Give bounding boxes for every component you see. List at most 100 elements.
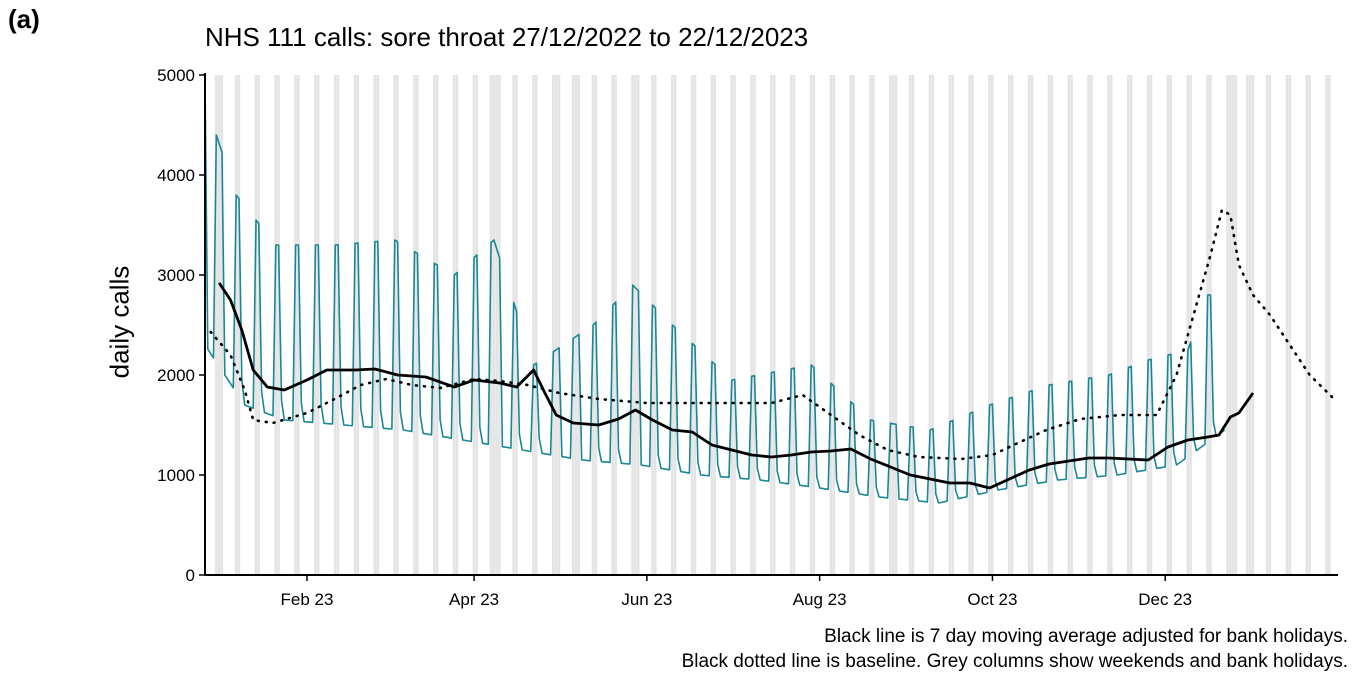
weekend-column bbox=[1228, 75, 1232, 575]
weekend-column bbox=[254, 75, 258, 575]
weekend-column bbox=[554, 75, 558, 575]
weekend-column bbox=[314, 75, 317, 575]
weekend-column bbox=[1107, 75, 1110, 575]
weekend-column bbox=[1070, 75, 1073, 575]
weekend-column bbox=[792, 75, 796, 575]
weekend-column bbox=[1285, 75, 1289, 575]
weekend-column bbox=[495, 75, 498, 575]
weekend-column bbox=[1047, 75, 1051, 575]
weekend-column bbox=[498, 75, 501, 575]
weekend-column bbox=[492, 75, 496, 575]
axes: 0 1000 2000 3000 4000 5000 Feb 23 Apr 23 Jun 23 A… bbox=[157, 66, 1338, 609]
chart-title: NHS 111 calls: sore throat 27/12/2022 to… bbox=[205, 22, 809, 52]
weekend-column bbox=[571, 75, 575, 575]
weekend-column bbox=[852, 75, 855, 575]
weekend-column bbox=[1010, 75, 1014, 575]
weekend-column bbox=[234, 75, 238, 575]
weekend-column bbox=[928, 75, 932, 575]
weekend-column bbox=[551, 75, 555, 575]
weekend-column bbox=[1226, 75, 1229, 575]
weekend-column bbox=[713, 75, 717, 575]
weekend-column bbox=[693, 75, 697, 575]
weekend-column bbox=[1245, 75, 1249, 575]
x-tick-label: Feb 23 bbox=[281, 590, 334, 609]
weekend-column bbox=[971, 75, 974, 575]
weekend-column bbox=[710, 75, 714, 575]
weekend-column bbox=[220, 75, 224, 575]
y-tick-label: 3000 bbox=[157, 266, 195, 285]
weekend-column bbox=[951, 75, 954, 575]
weekend-column bbox=[353, 75, 357, 575]
weekend-column bbox=[217, 75, 221, 575]
y-tick-label: 1000 bbox=[157, 466, 195, 485]
weekend-column bbox=[889, 75, 892, 575]
weekend-column bbox=[1027, 75, 1031, 575]
weekend-column bbox=[475, 75, 479, 575]
weekend-column bbox=[1248, 75, 1252, 575]
weekend-column bbox=[1146, 75, 1150, 575]
y-tick-label: 5000 bbox=[157, 66, 195, 85]
weekend-column bbox=[1050, 75, 1054, 575]
weekend-column bbox=[1231, 75, 1235, 575]
weekend-column bbox=[356, 75, 360, 575]
panel-label: (a) bbox=[8, 4, 40, 34]
weekend-column bbox=[1067, 75, 1071, 575]
weekend-column bbox=[891, 75, 895, 575]
series-lines bbox=[204, 79, 1337, 504]
weekend-column bbox=[872, 75, 875, 575]
weekend-column bbox=[316, 75, 320, 575]
weekend-column bbox=[1328, 75, 1331, 575]
weekend-column bbox=[433, 75, 436, 575]
weekend-column bbox=[849, 75, 852, 575]
weekend-column bbox=[1169, 75, 1173, 575]
x-tick-label: Apr 23 bbox=[449, 590, 499, 609]
weekend-column bbox=[634, 75, 637, 575]
weekend-column bbox=[532, 75, 535, 575]
x-tick-label: Oct 23 bbox=[967, 590, 1017, 609]
weekend-column bbox=[472, 75, 476, 575]
weekend-column bbox=[730, 75, 734, 575]
weekend-column bbox=[753, 75, 756, 575]
weekend-column bbox=[1251, 75, 1255, 575]
weekend-column bbox=[336, 75, 340, 575]
weekend-column bbox=[1305, 75, 1309, 575]
weekend-column bbox=[413, 75, 416, 575]
weekend-column bbox=[214, 75, 218, 575]
weekend-column bbox=[277, 75, 280, 575]
weekend-column bbox=[812, 75, 816, 575]
baseline-dotted-line bbox=[209, 208, 1337, 461]
weekend-column bbox=[333, 75, 337, 575]
weekend-column bbox=[393, 75, 396, 575]
weekend-column bbox=[809, 75, 813, 575]
weekend-column bbox=[489, 75, 493, 575]
weekend-column bbox=[750, 75, 753, 575]
weekend-column bbox=[1265, 75, 1269, 575]
weekend-column bbox=[297, 75, 300, 575]
weekend-column bbox=[455, 75, 459, 575]
weekend-column bbox=[373, 75, 377, 575]
weekend-column bbox=[1008, 75, 1011, 575]
weekend-column bbox=[991, 75, 994, 575]
weekend-column bbox=[1126, 75, 1130, 575]
weekend-column bbox=[690, 75, 694, 575]
weekend-column bbox=[1189, 75, 1192, 575]
weekend-columns bbox=[214, 75, 1331, 575]
weekend-column bbox=[416, 75, 419, 575]
daily-calls-line bbox=[204, 79, 1226, 504]
y-tick-label: 4000 bbox=[157, 166, 195, 185]
weekend-column bbox=[832, 75, 836, 575]
weekend-column bbox=[396, 75, 399, 575]
weekend-column bbox=[770, 75, 773, 575]
caption-baseline: Black dotted line is baseline. Grey colu… bbox=[681, 651, 1348, 672]
weekend-column bbox=[911, 75, 915, 575]
weekend-column bbox=[1149, 75, 1153, 575]
weekend-column bbox=[1166, 75, 1170, 575]
weekend-column bbox=[1288, 75, 1292, 575]
caption-moving-average: Black line is 7 day moving average adjus… bbox=[824, 626, 1348, 647]
x-tick-label: Jun 23 bbox=[621, 590, 672, 609]
y-tick-label: 0 bbox=[186, 566, 195, 585]
moving-average-line bbox=[218, 282, 1255, 490]
weekend-column bbox=[1325, 75, 1328, 575]
weekend-column bbox=[829, 75, 833, 575]
